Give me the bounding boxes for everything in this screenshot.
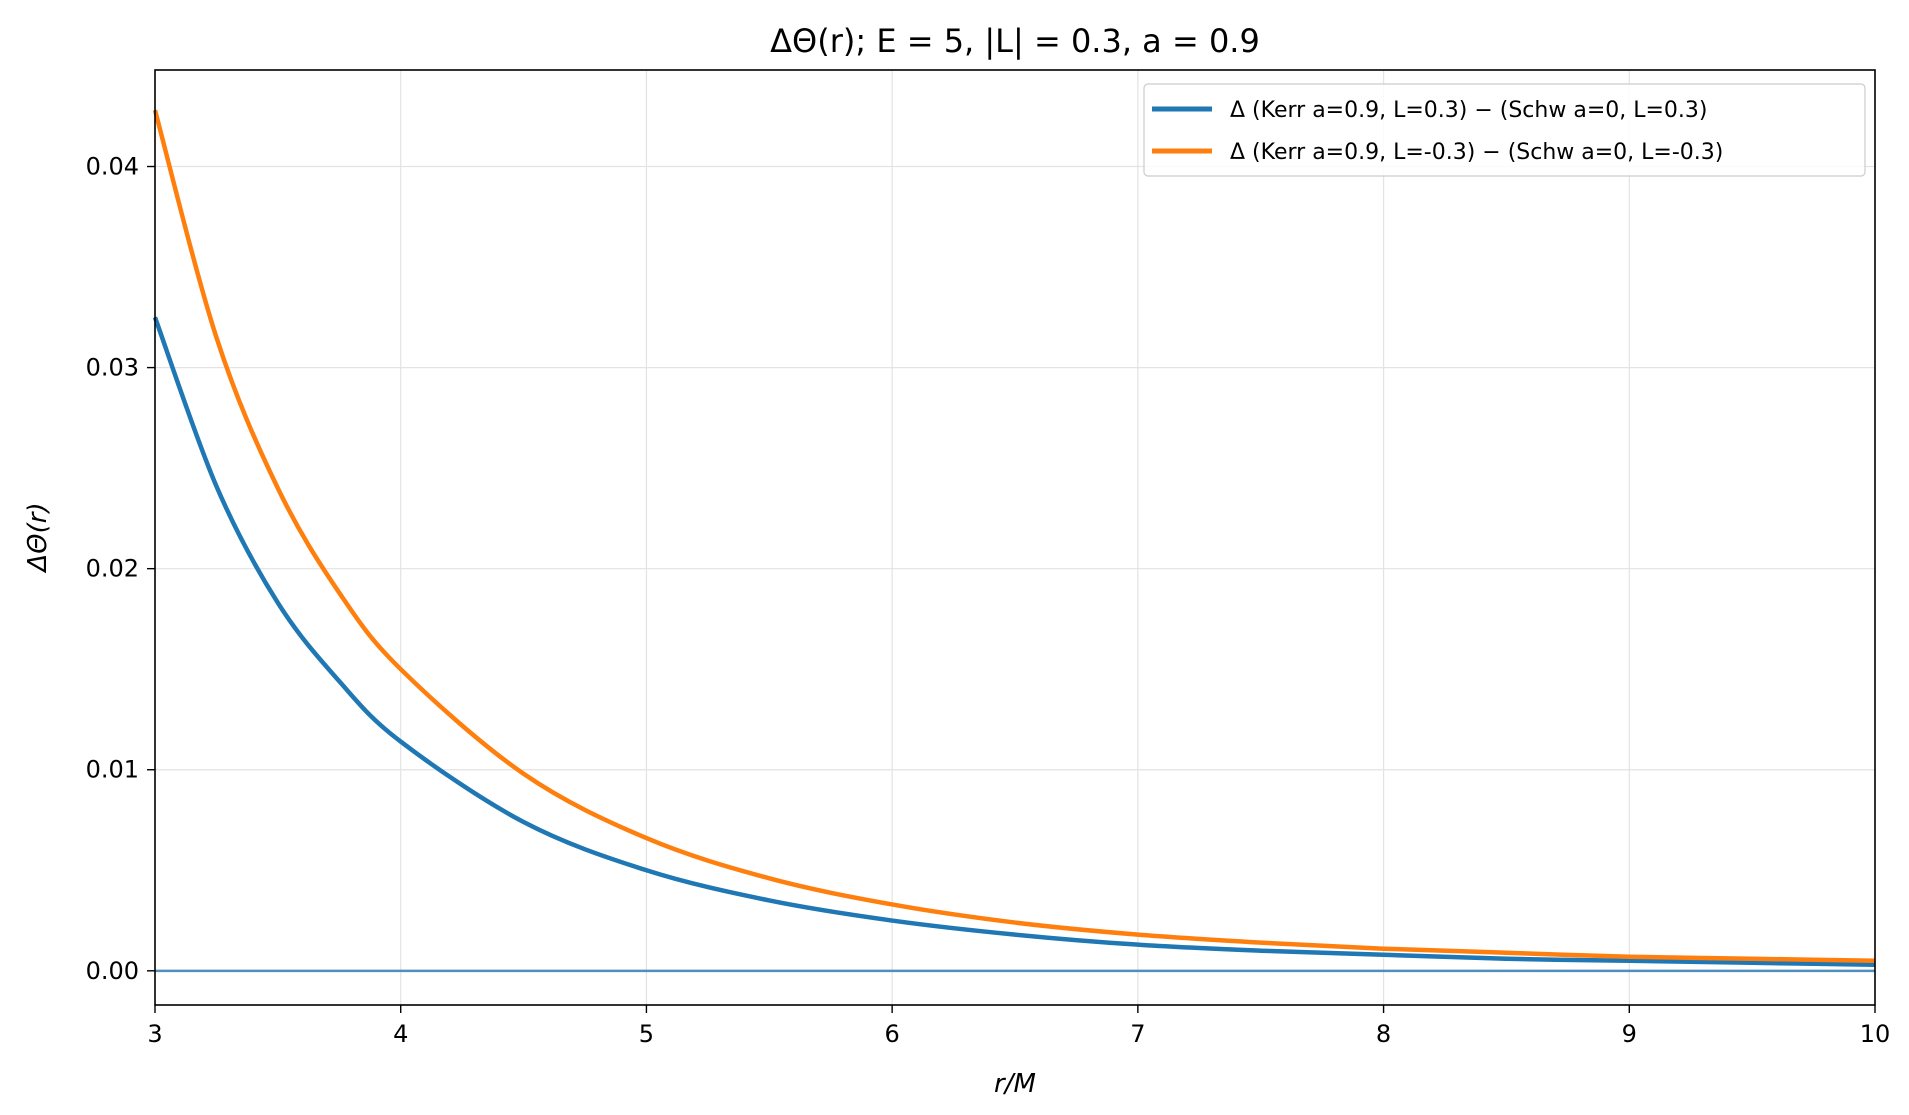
y-ticks: 0.00 0.01 0.02 0.03 0.04 <box>86 153 155 985</box>
legend-label-kerr-l-positive: Δ (Kerr a=0.9, L=0.3) − (Schw a=0, L=0.3… <box>1230 98 1708 123</box>
y-tick-label: 0.02 <box>86 555 139 583</box>
y-tick-label: 0.04 <box>86 153 139 181</box>
y-axis-title: ΔΘ(r) <box>23 502 53 573</box>
x-tick-label: 4 <box>393 1020 408 1048</box>
series-line-kerr-l-negative <box>152 109 1876 964</box>
x-axis-title: r/M <box>994 1069 1036 1099</box>
x-tick-label: 5 <box>639 1020 654 1048</box>
x-tick-label: 6 <box>885 1020 900 1048</box>
plot-frame <box>154 69 1876 1006</box>
y-tick-label: 0.01 <box>86 756 139 784</box>
legend-label-kerr-l-negative: Δ (Kerr a=0.9, L=-0.3) − (Schw a=0, L=-0… <box>1230 140 1723 165</box>
y-tick-label: 0.00 <box>86 957 139 985</box>
series-lines <box>152 109 1876 968</box>
x-tick-label: 10 <box>1860 1020 1891 1048</box>
x-tick-label: 9 <box>1622 1020 1637 1048</box>
legend: Δ (Kerr a=0.9, L=0.3) − (Schw a=0, L=0.3… <box>1143 83 1866 177</box>
series-line-kerr-l-positive <box>152 316 1876 968</box>
x-tick-label: 3 <box>147 1020 162 1048</box>
chart-title: ΔΘ(r); E = 5, |L| = 0.3, a = 0.9 <box>770 22 1260 60</box>
y-tick-label: 0.03 <box>86 354 139 382</box>
x-tick-label: 8 <box>1376 1020 1391 1048</box>
x-tick-label: 7 <box>1130 1020 1145 1048</box>
legend-box <box>1143 83 1866 177</box>
x-ticks: 3 4 5 6 7 8 9 10 <box>147 1005 1890 1048</box>
